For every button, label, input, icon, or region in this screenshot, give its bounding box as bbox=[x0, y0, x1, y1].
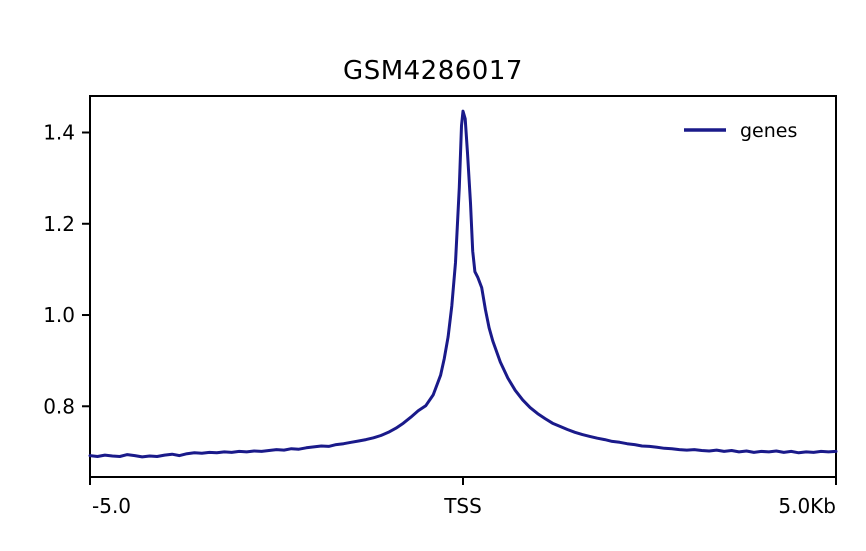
series-line-genes bbox=[88, 109, 838, 459]
x-axis-tick-label: TSS bbox=[443, 494, 482, 518]
x-axis-tick-label: 5.0Kb bbox=[778, 494, 836, 518]
x-axis-tick-label: -5.0 bbox=[92, 494, 131, 518]
axes-spines bbox=[89, 95, 837, 478]
y-axis-tick-label: 0.8 bbox=[43, 394, 75, 418]
y-axis-tick-label: 1.2 bbox=[43, 212, 75, 236]
y-axis-tick-label: 1.4 bbox=[43, 121, 75, 145]
chart-title: GSM4286017 bbox=[343, 56, 523, 86]
y-axis-tick-label: 1.0 bbox=[43, 303, 75, 327]
legend-label: genes bbox=[740, 120, 797, 142]
